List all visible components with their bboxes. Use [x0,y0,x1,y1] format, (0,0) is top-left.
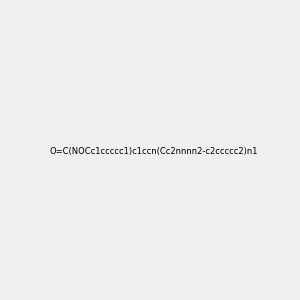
Text: O=C(NOCc1ccccc1)c1ccn(Cc2nnnn2-c2ccccc2)n1: O=C(NOCc1ccccc1)c1ccn(Cc2nnnn2-c2ccccc2)… [50,147,258,156]
